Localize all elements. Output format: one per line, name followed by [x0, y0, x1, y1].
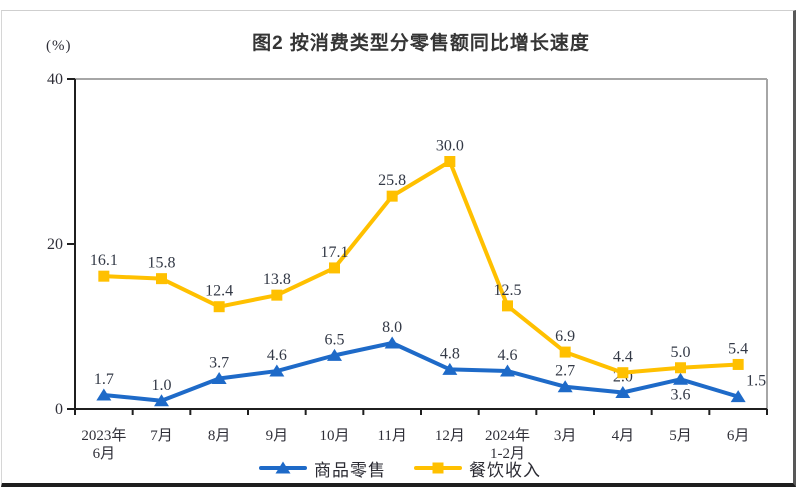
svg-text:4.4: 4.4: [613, 349, 633, 366]
svg-text:2.7: 2.7: [555, 363, 575, 380]
svg-text:11月: 11月: [377, 428, 406, 444]
svg-text:5月: 5月: [669, 428, 692, 444]
svg-text:4.8: 4.8: [440, 345, 460, 362]
svg-text:6月: 6月: [93, 446, 116, 462]
square-marker-icon: [414, 462, 462, 474]
svg-text:1.5: 1.5: [746, 373, 766, 390]
svg-text:7月: 7月: [150, 428, 173, 444]
legend-item-goods-retail: 商品零售: [259, 456, 386, 481]
chart-legend: 商品零售 餐饮收入: [0, 455, 800, 481]
svg-text:13.8: 13.8: [263, 271, 291, 288]
svg-text:1.0: 1.0: [152, 377, 172, 394]
svg-text:20: 20: [47, 236, 63, 253]
svg-text:1-2月: 1-2月: [490, 446, 525, 462]
svg-text:8月: 8月: [208, 428, 231, 444]
svg-text:5.4: 5.4: [728, 340, 748, 357]
svg-text:12.5: 12.5: [494, 282, 522, 299]
legend-item-catering-income: 餐饮收入: [414, 456, 541, 481]
svg-text:16.1: 16.1: [90, 252, 118, 269]
svg-text:3.7: 3.7: [209, 354, 229, 371]
svg-text:9月: 9月: [266, 428, 289, 444]
svg-text:4.6: 4.6: [267, 347, 287, 364]
svg-text:0: 0: [55, 401, 63, 418]
legend-label: 商品零售: [314, 460, 386, 480]
triangle-marker-icon: [259, 461, 307, 474]
svg-text:12.4: 12.4: [205, 283, 233, 300]
svg-text:1.7: 1.7: [94, 371, 114, 388]
svg-text:2023年: 2023年: [81, 427, 126, 444]
svg-text:17.1: 17.1: [321, 244, 349, 261]
svg-text:25.8: 25.8: [378, 172, 406, 189]
svg-text:5.0: 5.0: [671, 344, 691, 361]
svg-text:4月: 4月: [612, 428, 635, 444]
chart-frame: [1, 10, 796, 487]
svg-text:10月: 10月: [319, 428, 349, 444]
svg-text:6.9: 6.9: [555, 328, 575, 345]
svg-text:3.6: 3.6: [671, 386, 691, 403]
svg-text:6.5: 6.5: [325, 331, 345, 348]
svg-text:6月: 6月: [727, 428, 750, 444]
svg-text:30.0: 30.0: [436, 138, 464, 155]
chart-title: 图2 按消费类型分零售额同比增长速度: [252, 33, 590, 54]
svg-text:40: 40: [47, 71, 63, 88]
y-axis-unit-label: (%): [46, 38, 72, 54]
svg-text:3月: 3月: [554, 428, 577, 444]
svg-text:15.8: 15.8: [148, 255, 176, 272]
svg-text:4.6: 4.6: [498, 347, 518, 364]
svg-text:2024年: 2024年: [485, 427, 530, 444]
svg-text:8.0: 8.0: [382, 319, 402, 336]
svg-text:12月: 12月: [435, 428, 465, 444]
legend-label: 餐饮收入: [469, 460, 541, 480]
